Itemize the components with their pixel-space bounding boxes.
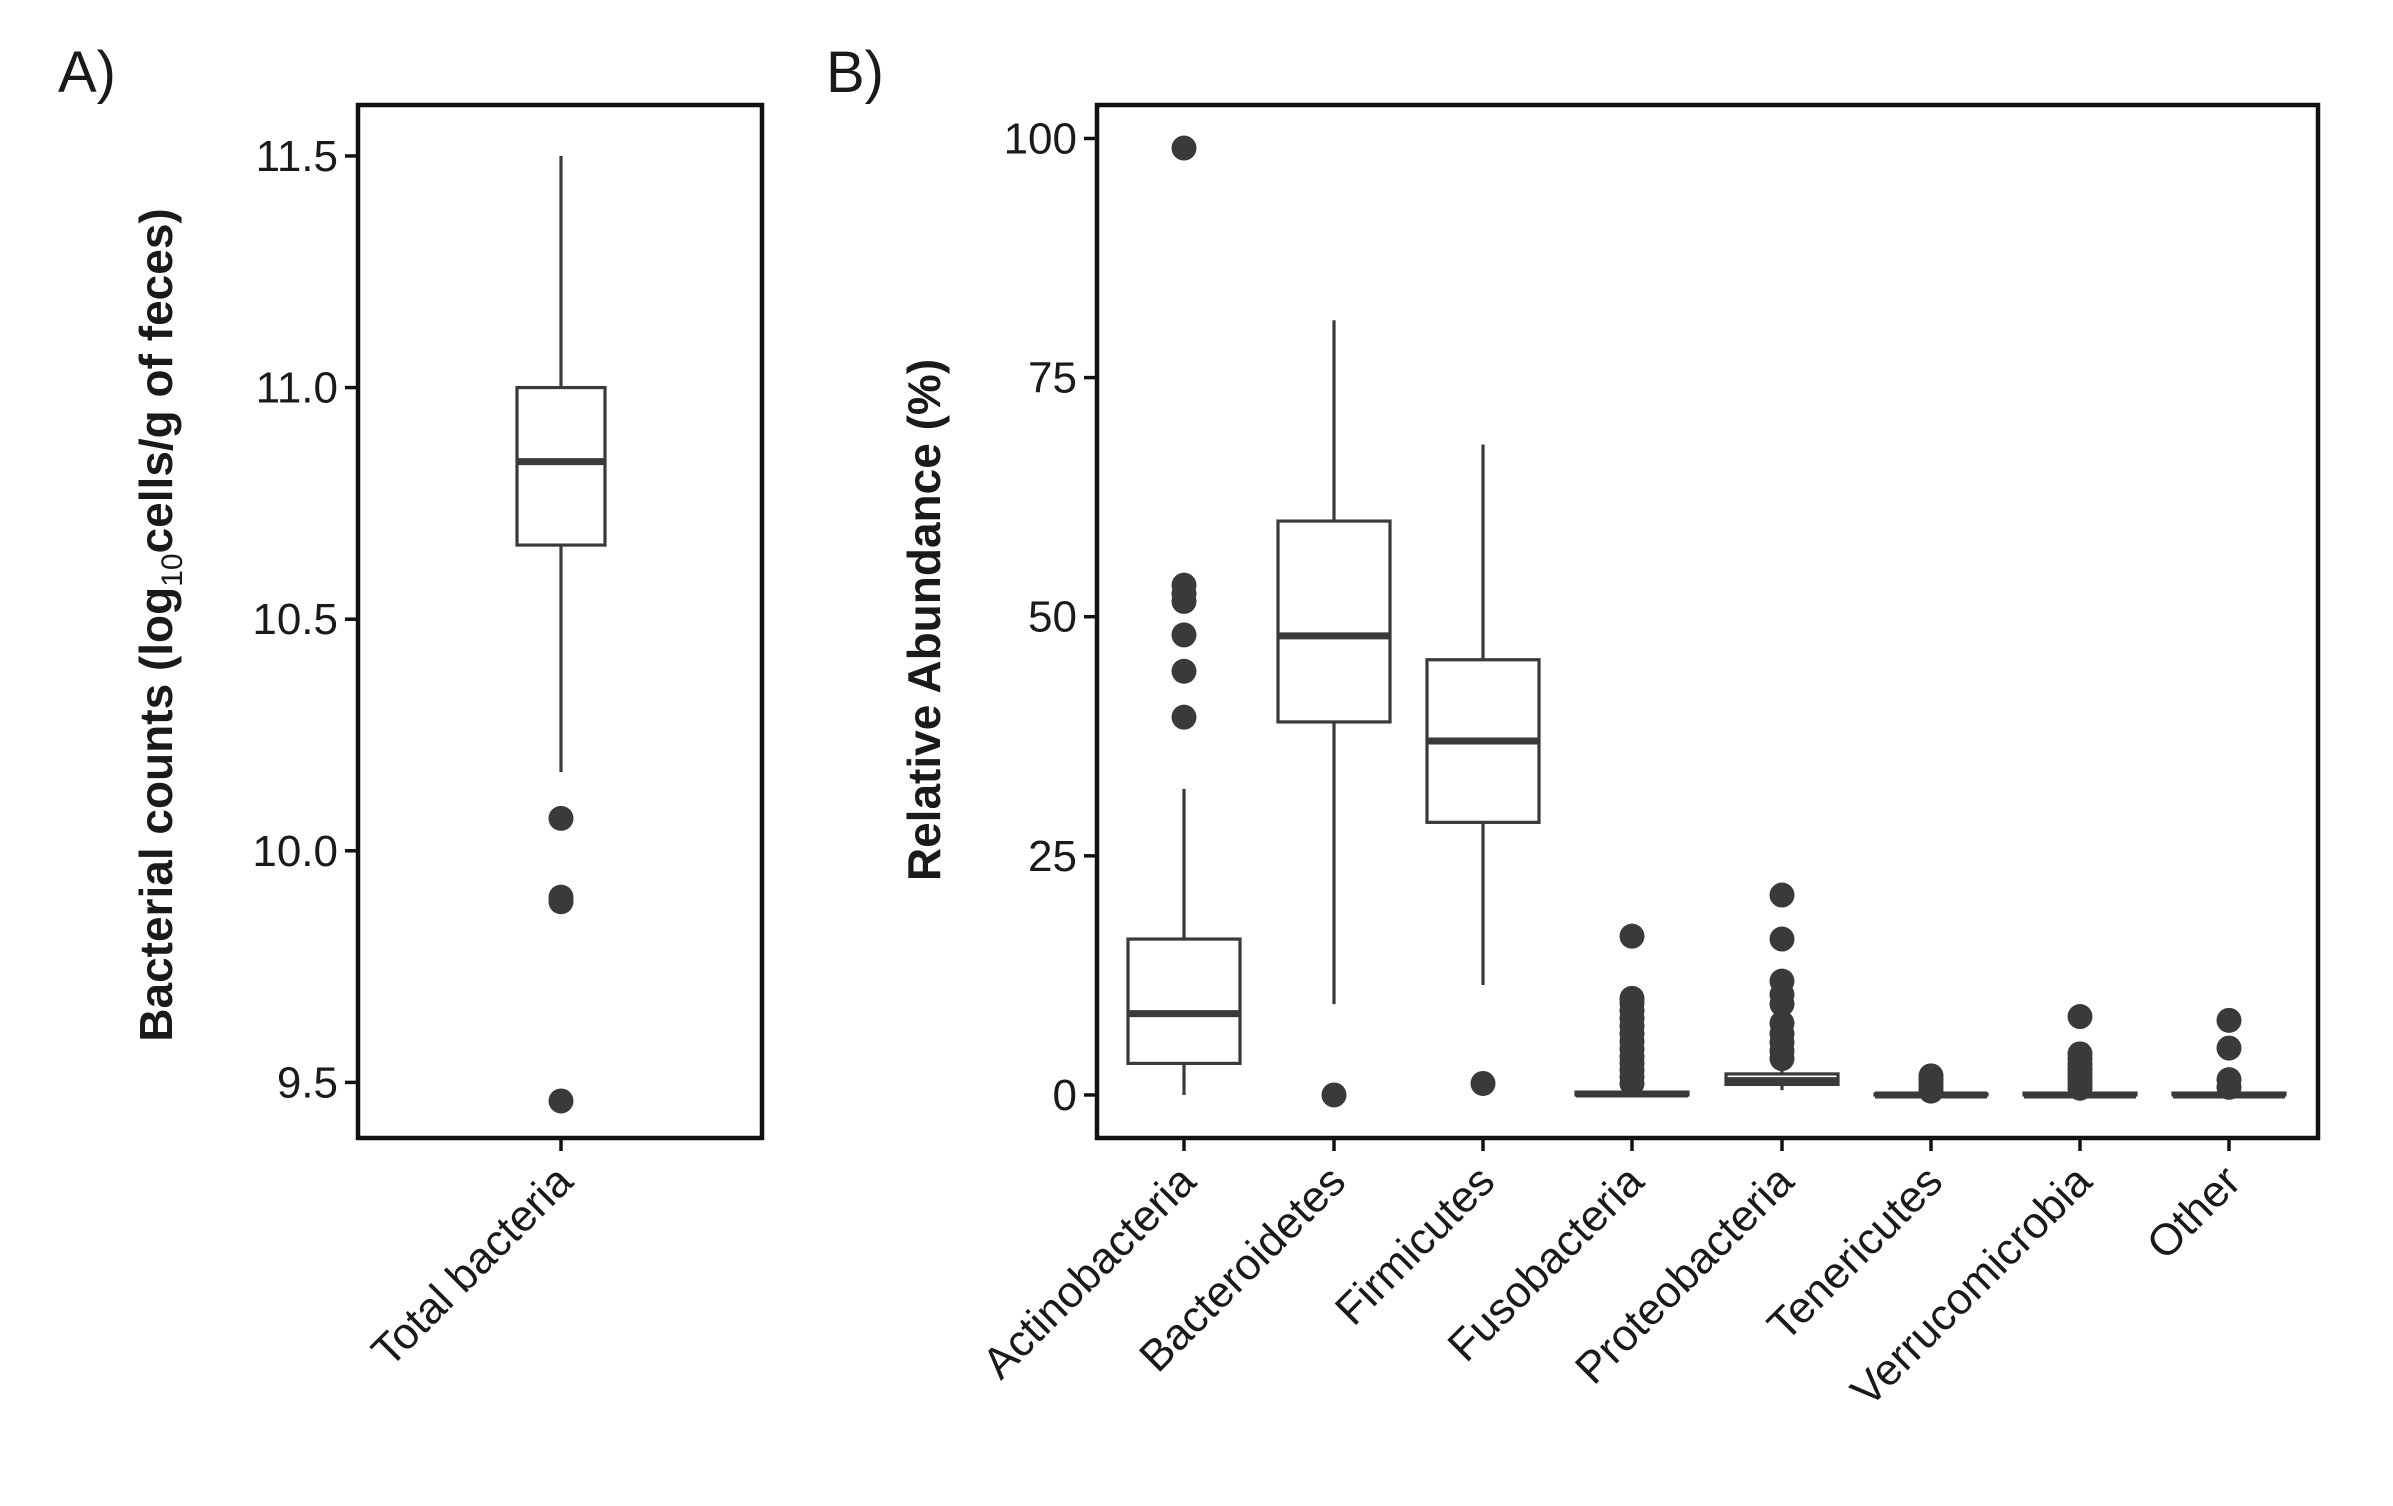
panel-b-y-tick-label: 50 — [1028, 593, 1077, 642]
panel-b-box — [1126, 937, 1242, 1065]
panel-b-box-group — [1126, 135, 1242, 1095]
panel-b-outlier-point — [2216, 1007, 2242, 1033]
panel-a-y-tick-label: 9.5 — [277, 1058, 338, 1107]
panel-a-box — [515, 385, 607, 547]
panel-b-outlier-point — [2216, 1067, 2242, 1093]
panel-a-box-group — [515, 155, 607, 1114]
panel-b-outlier-point — [2067, 1004, 2093, 1030]
panel-a-label: A) — [58, 40, 116, 105]
panel-b-box-group — [1276, 320, 1392, 1108]
panel-b-y-axis-title: Relative Abundance (%) — [898, 359, 950, 881]
panel-b-y-tick-label: 0 — [1053, 1071, 1077, 1120]
panel-b-outlier-point — [1470, 1070, 1496, 1096]
panel-b-box-group — [1425, 444, 1541, 1096]
panel-b-outlier-point — [1619, 923, 1645, 949]
panel-b-outlier-point — [1321, 1082, 1347, 1108]
panel-b-box-group — [1574, 923, 1690, 1098]
panel-a-outlier-point — [548, 805, 574, 831]
panel-b-box-group — [2022, 1004, 2138, 1101]
panel-b-frame — [1094, 102, 2321, 1141]
panel-b-y-tick-label: 25 — [1028, 832, 1077, 881]
panel-b-outlier-point — [1769, 1010, 1795, 1036]
panel-b-outlier-point — [1918, 1063, 1944, 1089]
panel-b-outlier-point — [1769, 882, 1795, 908]
panel-a-outlier-point — [548, 889, 574, 915]
panel-b-outlier-point — [1619, 985, 1645, 1011]
panel-a-y-tick-label: 11.0 — [256, 364, 338, 413]
panel-a: A) Bacterial counts (log10cells/g of fec… — [58, 40, 765, 1376]
panel-b-outlier-point — [1171, 572, 1197, 598]
panel-b-y-tick-label: 75 — [1028, 354, 1077, 403]
panel-b-box-group — [2171, 1007, 2287, 1100]
panel-b-x-tick-label: Other — [2138, 1156, 2250, 1268]
panel-b-outlier-point — [1171, 622, 1197, 648]
panel-b-box-group — [1873, 1063, 1989, 1104]
panel-b-box — [1276, 519, 1392, 724]
panel-b-outlier-point — [1769, 968, 1795, 994]
panel-a-y-tick-label: 10.5 — [252, 595, 338, 644]
panel-b-y-tick-label: 100 — [1004, 114, 1077, 163]
panel-a-outlier-point — [548, 1088, 574, 1114]
panel-b-outlier-point — [1171, 658, 1197, 684]
panel-b-outlier-point — [1171, 704, 1197, 730]
panel-b-outlier-point — [2067, 1041, 2093, 1067]
panel-a-x-tick-label: Total bacteria — [362, 1156, 582, 1376]
panel-b-label: B) — [826, 40, 884, 105]
panel-a-y-tick-label: 10.0 — [252, 827, 338, 876]
panel-a-y-axis-title: Bacterial counts (log10cells/g of feces) — [130, 208, 189, 1041]
panel-b-box-group — [1724, 882, 1840, 1091]
panel-a-y-tick-label: 11.5 — [256, 132, 338, 181]
panel-b-outlier-point — [1769, 926, 1795, 952]
panel-b-outlier-point — [1171, 135, 1197, 161]
panel-b-outlier-point — [2216, 1035, 2242, 1061]
